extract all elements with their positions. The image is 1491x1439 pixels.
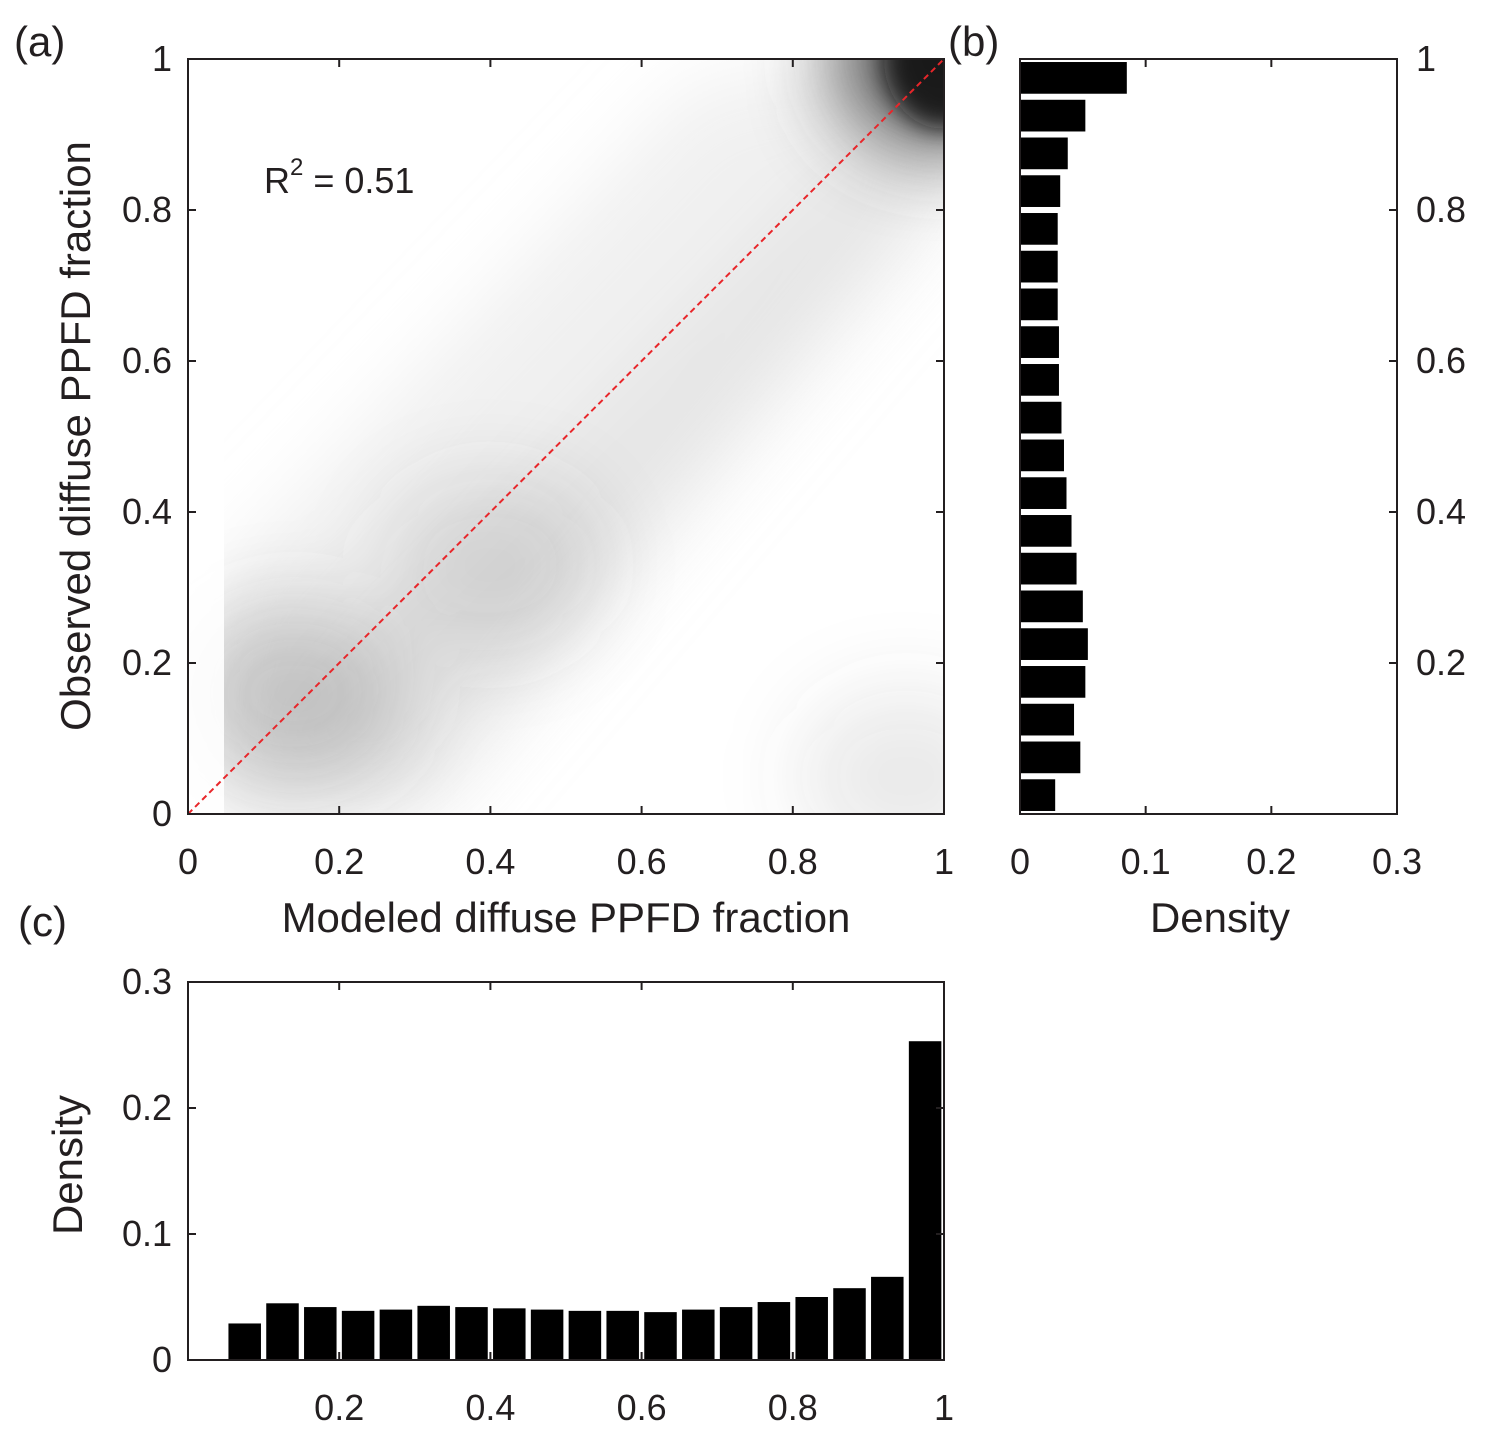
histogram-bar-b — [1020, 477, 1067, 509]
histogram-bar-b — [1020, 62, 1127, 94]
histogram-bar-b — [1020, 213, 1058, 245]
histogram-bar-c — [644, 1312, 677, 1360]
density-hotspot — [380, 474, 601, 655]
histogram-bar-b — [1020, 515, 1072, 547]
x-tick-label-b: 0.1 — [1121, 841, 1171, 882]
histogram-bar-b — [1020, 779, 1056, 811]
y-tick-label-b: 1 — [1416, 38, 1436, 79]
x-tick-label-b: 0.2 — [1246, 841, 1296, 882]
panel-b: 0 0.1 0.2 0.3 0.2 0.4 0.6 0.8 1 Density — [1010, 38, 1466, 941]
panel-letter-b: (b) — [948, 18, 999, 65]
histogram-bar-c — [833, 1288, 866, 1360]
histogram-bar-c — [682, 1309, 715, 1360]
histogram-bar-b — [1020, 137, 1068, 170]
axes-frame-b — [1019, 58, 1398, 815]
histogram-bar-c — [266, 1303, 299, 1360]
density-hotspot — [796, 686, 944, 814]
histogram-bar-b — [1020, 288, 1058, 321]
panel-letter-c: (c) — [18, 898, 67, 945]
y-tick-label-a: 0.6 — [122, 340, 172, 381]
density-band — [200, 59, 944, 814]
x-tick-label-a: 0.2 — [314, 841, 364, 882]
histogram-bar-c — [341, 1310, 375, 1360]
x-tick-label-a: 0.6 — [617, 841, 667, 882]
y-tick-label-c: 0.1 — [122, 1213, 172, 1254]
y-tick-label-c: 0.3 — [122, 961, 172, 1002]
x-tick-label-a: 0.4 — [465, 841, 515, 882]
r-squared-annotation: R2 = 0.51 — [264, 154, 414, 201]
histogram-bar-b — [1020, 741, 1081, 774]
panel-a: 0 0.2 0.4 0.6 0.8 1 0 0.2 0.4 0.6 0.8 1 R2 = 0.51 M… — [52, 38, 954, 941]
histogram-bar-b — [1020, 175, 1061, 207]
x-tick-label-c: 0.4 — [465, 1387, 515, 1428]
y-tick-label-a: 0.4 — [122, 491, 172, 532]
density-hotspot — [188, 603, 404, 784]
histogram-bar-c — [379, 1309, 413, 1360]
histogram-bar-c — [417, 1305, 450, 1360]
histogram-bar-b — [1020, 250, 1058, 283]
histogram-bar-b — [1020, 99, 1086, 132]
histogram-bar-b — [1020, 628, 1088, 660]
x-tick-label-a: 0 — [178, 841, 198, 882]
histogram-bar-b — [1020, 552, 1077, 585]
histogram-bar-b — [1020, 364, 1059, 396]
y-axis-title-c: Density — [44, 1095, 91, 1235]
histogram-bar-c — [228, 1323, 261, 1360]
histogram-bar-c — [455, 1307, 488, 1360]
y-tick-label-c: 0 — [152, 1339, 172, 1380]
y-axis-title-a: Observed diffuse PPFD fraction — [52, 141, 99, 731]
x-tick-label-b: 0 — [1010, 841, 1030, 882]
histogram-bar-b — [1020, 703, 1075, 736]
histogram-bar-c — [493, 1308, 526, 1360]
histogram-bar-b — [1020, 590, 1083, 623]
x-axis-title-a: Modeled diffuse PPFD fraction — [282, 894, 851, 941]
histogram-bar-b — [1020, 401, 1062, 434]
x-tick-label-c: 0.8 — [768, 1387, 818, 1428]
one-to-one-line — [188, 59, 944, 814]
histogram-bar-c — [871, 1276, 904, 1360]
y-tick-label-b: 0.6 — [1416, 340, 1466, 381]
histogram-bar-b — [1020, 666, 1086, 698]
x-tick-label-c: 0.6 — [617, 1387, 667, 1428]
x-tick-label-c: 1 — [934, 1387, 954, 1428]
histogram-bar-c — [795, 1297, 828, 1360]
x-tick-label-c: 0.2 — [314, 1387, 364, 1428]
y-tick-label-b: 0.8 — [1416, 189, 1466, 230]
histogram-bar-c — [719, 1307, 753, 1360]
histogram-bar-b — [1020, 439, 1064, 472]
density-field — [188, 59, 944, 814]
x-tick-label-a: 0.8 — [768, 841, 818, 882]
axes-frame-c — [187, 981, 945, 1361]
y-tick-label-c: 0.2 — [122, 1087, 172, 1128]
x-axis-title-b: Density — [1150, 894, 1290, 941]
x-tick-label-a: 1 — [934, 841, 954, 882]
axes-frame-a — [187, 58, 945, 815]
panel-c: 0.2 0.4 0.6 0.8 1 0 0.1 0.2 0.3 Density — [44, 961, 954, 1428]
panel-letter-a: (a) — [14, 18, 65, 65]
histogram-bar-c — [757, 1302, 791, 1360]
histogram-bar-c — [304, 1307, 337, 1360]
y-tick-label-a: 1 — [152, 38, 172, 79]
histogram-bar-b — [1020, 326, 1059, 358]
density-peak — [884, 59, 944, 129]
y-tick-label-b: 0.4 — [1416, 491, 1466, 532]
histogram-bar-c — [606, 1310, 639, 1360]
histogram-bar-c — [530, 1309, 564, 1360]
y-tick-label-b: 0.2 — [1416, 642, 1466, 683]
histogram-bar-c — [908, 1041, 942, 1360]
y-tick-label-a: 0.2 — [122, 642, 172, 683]
histogram-bar-c — [568, 1310, 602, 1360]
x-tick-label-b: 0.3 — [1372, 841, 1422, 882]
y-tick-label-a: 0.8 — [122, 189, 172, 230]
y-tick-label-a: 0 — [152, 793, 172, 834]
